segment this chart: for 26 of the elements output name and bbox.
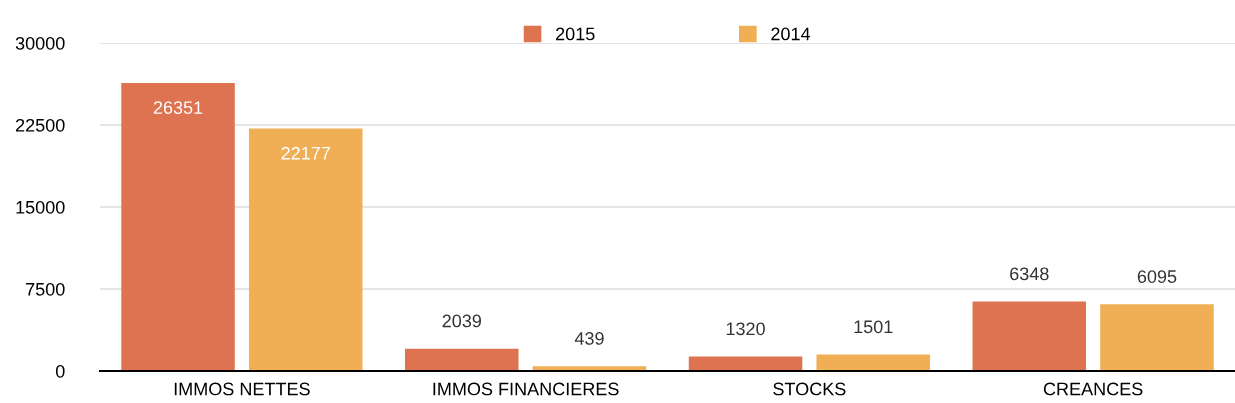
bar	[248, 128, 363, 371]
y-tick-label: 15000	[16, 200, 65, 214]
y-tick-label: 0	[55, 364, 65, 378]
x-tick-label: CREANCES	[1043, 382, 1143, 396]
y-tick-label: 22500	[15, 118, 65, 132]
data-label: 6348	[1010, 267, 1049, 281]
data-label: 1320	[726, 322, 765, 336]
bar	[816, 354, 930, 371]
x-tick-label: STOCKS	[773, 382, 846, 396]
x-tick-label: IMMOS NETTES	[174, 382, 310, 396]
y-tick-label: 30000	[15, 36, 65, 50]
data-label: 439	[574, 332, 604, 345]
legend-label: 2015	[556, 27, 595, 41]
x-tick-label: IMMOS FINANCIERES	[433, 382, 619, 396]
legend-label: 2014	[771, 27, 811, 41]
data-label: 2039	[442, 314, 482, 328]
data-label: 1501	[854, 320, 893, 334]
bar	[1100, 304, 1214, 371]
data-label: 6095	[1137, 270, 1177, 283]
data-label: 22177	[281, 146, 330, 160]
y-tick-label: 7500	[26, 282, 65, 296]
bar	[688, 356, 803, 371]
bar	[121, 82, 235, 371]
data-label: 26351	[153, 101, 203, 114]
bar	[972, 301, 1087, 371]
bar	[405, 348, 519, 371]
